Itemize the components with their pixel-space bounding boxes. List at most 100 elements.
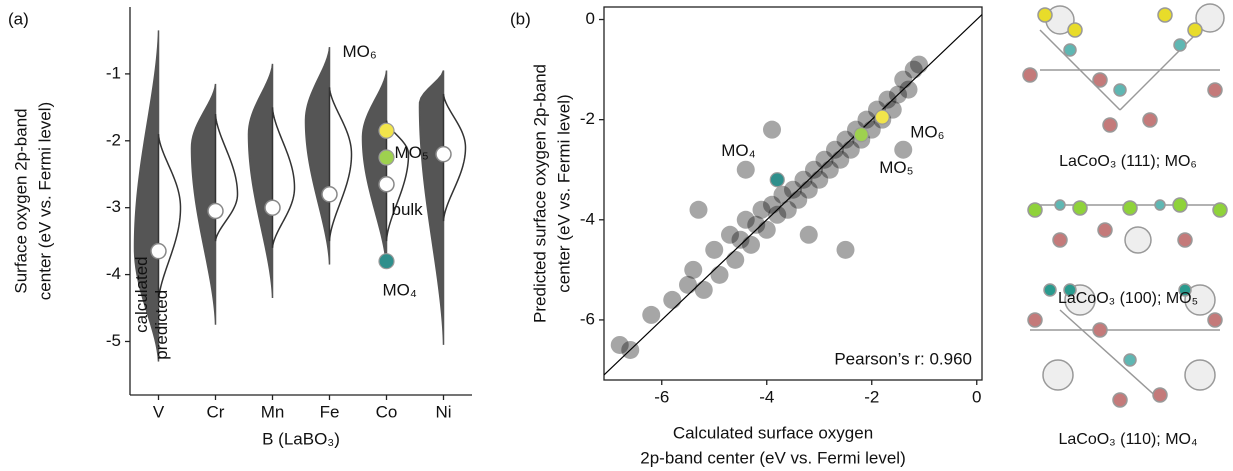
plot-frame (603, 6, 983, 381)
y-tick-label: -2 (106, 130, 121, 149)
x-tick-label: -2 (864, 387, 879, 406)
median-point (378, 176, 395, 193)
x-tick-label: Fe (320, 402, 340, 421)
violin-calculated (133, 30, 160, 362)
violin-calculated (190, 83, 217, 325)
scatter-point (684, 260, 703, 279)
violin-predicted (442, 93, 467, 222)
x-axis-label: 2p-band center (eV vs. Fermi level) (640, 448, 906, 467)
scatter-point (773, 185, 792, 204)
structure-label: LaCoO₃ (100); MO₅ (1058, 290, 1198, 307)
y-tick-label: -3 (106, 197, 121, 216)
annotation: Pearson’s r: 0.960 (834, 349, 972, 368)
scatter-point (752, 200, 771, 219)
structure-art (1022, 3, 1228, 408)
scatter-point (810, 170, 829, 189)
y-tick-label: 0 (586, 9, 595, 28)
scatter-point (799, 180, 818, 199)
highlight-point (874, 109, 890, 125)
structure-label: LaCoO₃ (111); MO₆ (1059, 153, 1197, 170)
scatter-point (904, 60, 923, 79)
violin-calculated (304, 47, 331, 265)
violin-calculated (361, 70, 388, 268)
scatter-point (820, 160, 839, 179)
y-axis-label: Predicted surface oxygen 2p-band (530, 64, 549, 323)
highlight-label: MO₆ (910, 123, 944, 142)
highlight-label: MO₄ (721, 141, 755, 160)
scatter-point (705, 240, 724, 259)
scatter-point (610, 335, 629, 354)
scatter-point (910, 55, 928, 74)
highlight-point (853, 127, 869, 143)
violin-predicted (328, 87, 353, 242)
scatter-point (894, 70, 913, 89)
scatter-point (894, 140, 913, 159)
x-tick-label: Mn (261, 402, 285, 421)
median-label: bulk (392, 200, 424, 219)
violin-predicted (385, 120, 410, 242)
highlight-point (378, 253, 395, 270)
median-point (207, 202, 224, 220)
highlight-label: MO₆ (343, 42, 377, 61)
highlight-label: MO₅ (395, 143, 429, 162)
violin-predicted (214, 113, 239, 242)
violin-predicted (157, 134, 182, 302)
scatter-point (721, 225, 739, 244)
scatter-point (899, 80, 918, 99)
highlight-point (378, 122, 395, 139)
scatter-point (789, 190, 808, 209)
scatter-point (815, 150, 834, 169)
plot-area (604, 14, 982, 376)
scatter-point (768, 205, 787, 224)
median-point (264, 199, 281, 216)
panel-label: (a) (8, 9, 29, 28)
scatter-point (841, 140, 860, 159)
scatter-point (794, 170, 813, 189)
series-label: calculated (132, 256, 151, 333)
scatter-point (757, 220, 776, 239)
x-tick-label: 0 (972, 387, 981, 406)
x-tick-label: -4 (759, 387, 774, 406)
structure-label: LaCoO₃ (110); MO₄ (1058, 431, 1197, 448)
scatter-point (778, 200, 797, 219)
median-point (435, 145, 452, 163)
highlight-label: MO₅ (879, 158, 913, 177)
scatter-point (731, 230, 750, 249)
scatter-point (805, 160, 823, 179)
scatter-point (826, 140, 844, 159)
median-point (150, 242, 167, 260)
x-tick-label: Cr (207, 402, 225, 421)
median-point (321, 186, 338, 203)
scatter-point (836, 240, 855, 259)
y-tick-label: -5 (106, 331, 121, 350)
highlight-label: MO₄ (383, 281, 417, 300)
scatter-point (642, 305, 661, 324)
scatter-point (763, 195, 781, 214)
scatter-point (831, 150, 850, 169)
scatter-point (736, 210, 755, 229)
scatter-point (663, 290, 682, 309)
y-tick-label: -4 (106, 264, 121, 283)
violin-calculated (418, 70, 445, 345)
x-axis-label: Calculated surface oxygen (673, 423, 873, 442)
scatter-point (726, 250, 745, 269)
x-tick-label: V (153, 402, 165, 421)
y-tick-label: -4 (580, 209, 595, 228)
violin-calculated (247, 63, 274, 299)
scatter-point (710, 265, 729, 284)
scatter-point (799, 225, 818, 244)
scatter-point (689, 200, 708, 219)
x-tick-label: Co (376, 402, 398, 421)
panel-label: (b) (510, 9, 531, 28)
scatter-point (878, 90, 897, 109)
scatter-point (763, 120, 781, 139)
y-axis-label: center (eV vs. Fermi level) (35, 102, 54, 300)
y-tick-label: -2 (580, 109, 595, 128)
y-tick-label: -6 (580, 309, 595, 328)
scatter-point (736, 160, 755, 179)
scatter-point (747, 215, 766, 234)
scatter-point (836, 130, 855, 149)
x-axis-label: B (LaBO₃) (262, 429, 340, 448)
scatter-point (742, 235, 760, 254)
parity-line (604, 14, 982, 376)
